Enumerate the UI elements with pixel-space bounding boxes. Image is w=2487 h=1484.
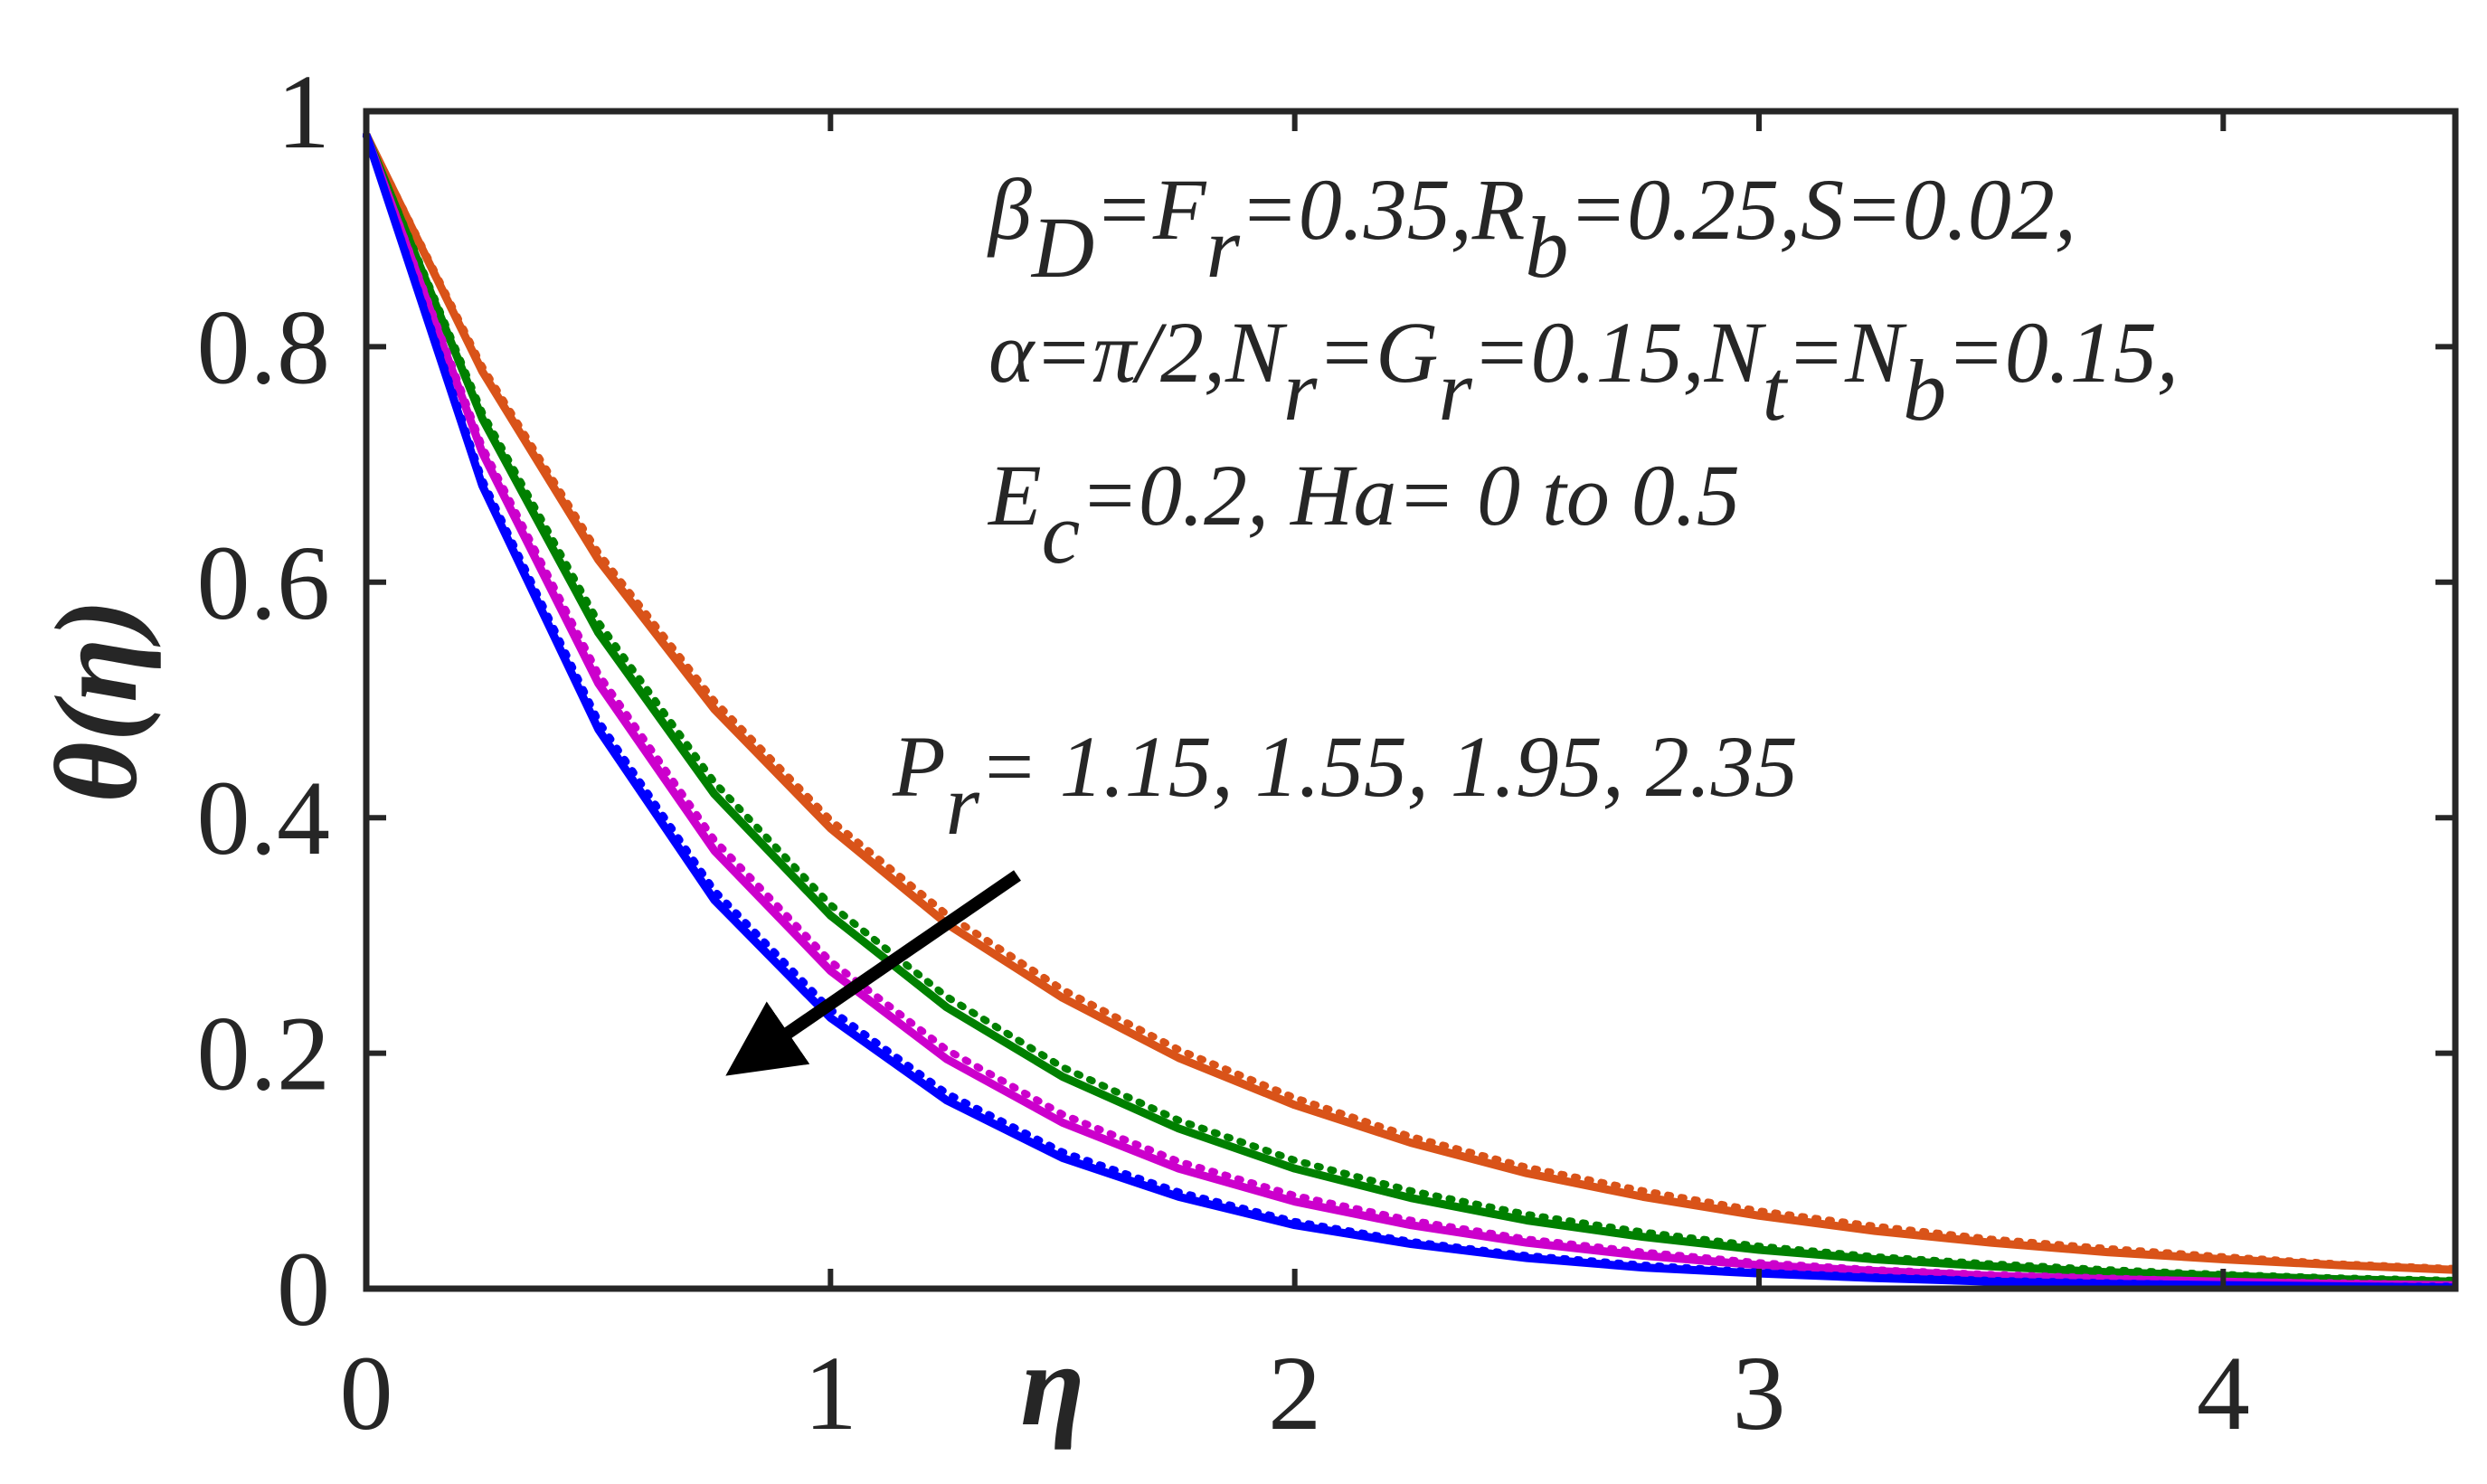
series-line (363, 131, 2459, 1290)
x-tick-label: 1 (804, 1334, 857, 1452)
annotation-subscript: r (1206, 199, 1241, 296)
annotation-subscript: r (1283, 342, 1318, 439)
annotation-text: =0.15,N (1472, 304, 1767, 401)
annotation: α=π/2,Nr=Gr=0.15,Nt=Nb=0.15, (988, 304, 2179, 439)
annotation-text: =N (1786, 304, 1907, 401)
y-tick-label: 0.8 (197, 288, 331, 406)
annotation: Pr= 1.15, 1.55, 1.95, 2.35 (892, 718, 1798, 853)
annotation-subscript: r (1438, 342, 1472, 439)
series-line (363, 131, 2459, 1272)
annotation: Ec=0.2, Ha= 0 to 0.5 (987, 447, 1740, 581)
annotation-text: =0.15, (1946, 304, 2179, 401)
y-tick-label: 1 (277, 52, 330, 171)
y-tick-label: 0.4 (197, 759, 331, 877)
annotation-text: E (987, 447, 1042, 544)
annotation-text: =0.2, Ha= 0 to 0.5 (1080, 447, 1740, 544)
annotation-subscript: D (1030, 199, 1094, 296)
annotation-subscript: t (1763, 342, 1789, 439)
annotation-subscript: c (1042, 485, 1081, 581)
x-tick-label: 0 (340, 1334, 393, 1452)
annotation-subscript: r (946, 756, 980, 853)
annotation-text: =G (1317, 304, 1438, 401)
trend-arrow (725, 870, 1021, 1076)
y-axis-label: θ(η) (32, 599, 162, 802)
annotation-text: =0.35,R (1240, 161, 1525, 258)
annotation-text: β (987, 161, 1032, 258)
y-tick-label: 0 (277, 1230, 330, 1348)
annotation-text: = 1.15, 1.55, 1.95, 2.35 (979, 718, 1798, 815)
x-tick-label: 2 (1268, 1334, 1321, 1452)
x-axis-label: η (1020, 1320, 1084, 1451)
annotation-subscript: b (1525, 199, 1568, 296)
annotation-subscript: b (1903, 342, 1946, 439)
annotation-text: =F (1094, 161, 1207, 258)
series-line (363, 131, 2459, 1284)
annotation-text: α=π/2,N (988, 304, 1288, 401)
series-line (363, 131, 2459, 1290)
annotation-text: P (892, 718, 946, 815)
y-tick-label: 0.6 (197, 524, 331, 642)
y-tick-label: 0.2 (197, 995, 331, 1113)
axes-frame (363, 108, 2459, 1292)
x-tick-label: 3 (1733, 1334, 1786, 1452)
annotation: βD=Fr=0.35,Rb=0.25,S=0.02, (987, 161, 2076, 296)
annotation-text: =0.25,S=0.02, (1568, 161, 2076, 258)
plot-area (362, 131, 2459, 1292)
x-tick-label: 4 (2197, 1334, 2250, 1452)
series-line (362, 133, 2456, 1274)
